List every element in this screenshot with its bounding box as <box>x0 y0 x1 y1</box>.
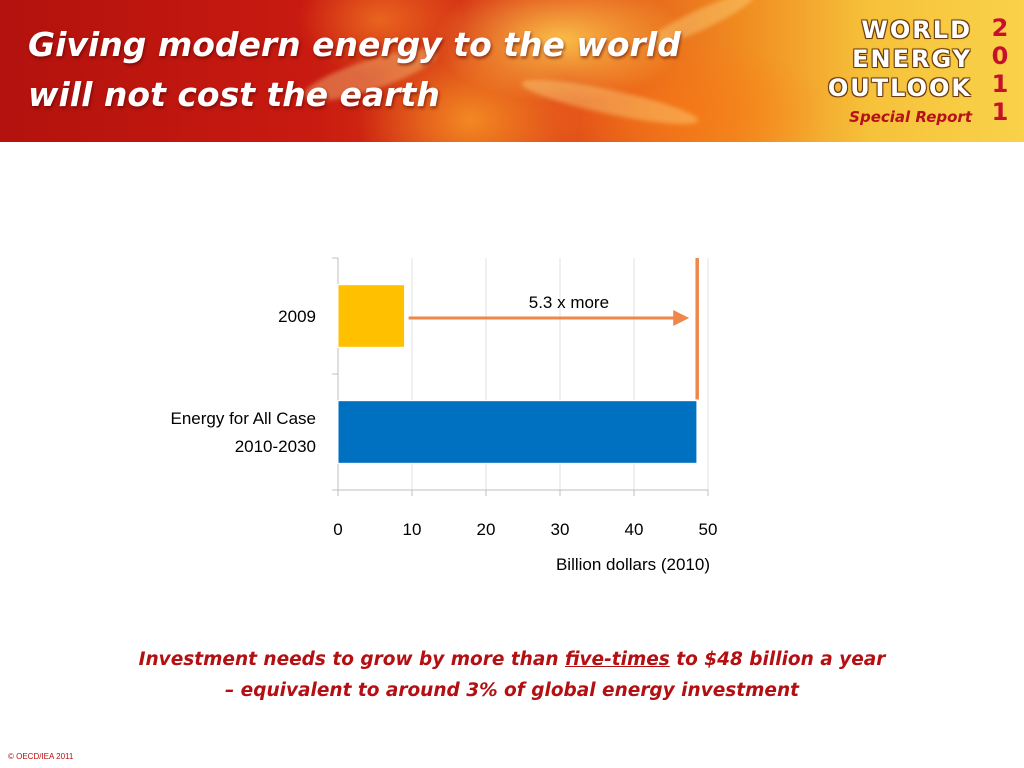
logo-year-digit: 0 <box>991 42 1009 70</box>
caption-emphasis: five-times <box>564 649 670 670</box>
logo-year: 2 0 1 1 <box>988 14 1012 126</box>
slide-title-line-1: Giving modern energy to the world <box>28 25 681 64</box>
caption-text-start: Investment needs to grow by more than <box>138 649 565 670</box>
logo-wordmark: WORLD ENERGY OUTLOOK <box>828 16 972 103</box>
slide-title: Giving modern energy to the world will n… <box>28 20 788 120</box>
logo-year-digit: 2 <box>991 14 1009 42</box>
weo-logo: WORLD ENERGY OUTLOOK Special Report 2 0 … <box>812 12 1016 130</box>
logo-year-digit: 1 <box>991 70 1009 98</box>
caption-text-end: to $48 billion a year <box>669 649 886 670</box>
x-axis-title: Billion dollars (2010) <box>556 555 710 574</box>
category-label: 2009 <box>278 307 316 326</box>
x-tick-label: 0 <box>333 520 342 539</box>
x-tick-label: 40 <box>625 520 644 539</box>
logo-word-outlook: OUTLOOK <box>827 74 972 102</box>
bar-2009 <box>337 284 406 348</box>
growth-arrow-head <box>673 310 690 326</box>
x-tick-label: 50 <box>699 520 718 539</box>
logo-special-report: Special Report <box>849 108 972 126</box>
logo-year-digit: 1 <box>991 98 1009 126</box>
category-label: 2010-2030 <box>235 437 316 456</box>
logo-word-world: WORLD <box>861 16 972 44</box>
caption-line-1: Investment needs to grow by more than fi… <box>60 644 964 675</box>
x-tick-label: 20 <box>477 520 496 539</box>
logo-word-energy: ENERGY <box>852 45 972 73</box>
header-banner: Giving modern energy to the world will n… <box>0 0 1024 142</box>
bar-energy-for-all <box>337 400 698 464</box>
investment-bar-chart: 0 10 20 30 40 50 Billion dollars (2010) 2009 Ene… <box>170 257 718 574</box>
x-tick-label: 30 <box>551 520 570 539</box>
category-label: Energy for All Case <box>170 409 316 428</box>
caption-line-2: – equivalent to around 3% of global ener… <box>224 680 799 701</box>
x-tick-label: 10 <box>403 520 422 539</box>
slide-title-line-2: will not cost the earth <box>28 75 440 114</box>
copyright-notice: © OECD/IEA 2011 <box>8 752 74 761</box>
annotation-label: 5.3 x more <box>529 293 609 312</box>
slide-caption: Investment needs to grow by more than fi… <box>60 644 964 706</box>
